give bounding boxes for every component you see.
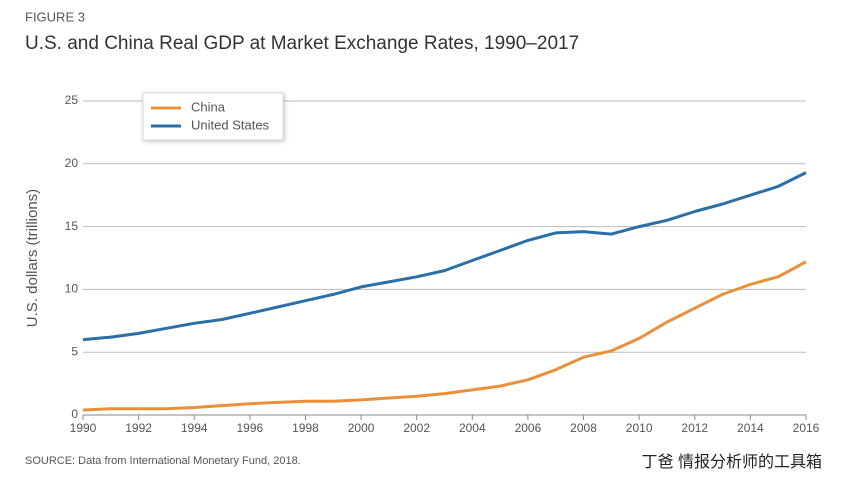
x-tick-label: 2004 xyxy=(459,421,486,435)
watermark: 丁爸 情报分析师的工具箱 xyxy=(642,453,822,471)
y-tick-label: 25 xyxy=(65,93,79,107)
x-tick-label: 1992 xyxy=(125,421,152,435)
x-tick-label: 1990 xyxy=(70,421,97,435)
y-tick-label: 5 xyxy=(71,344,78,358)
x-tick-label: 2002 xyxy=(403,421,430,435)
legend-box xyxy=(142,92,284,141)
legend-label: United States xyxy=(191,117,270,132)
x-tick-label: 2006 xyxy=(515,421,542,435)
x-tick-label: 1996 xyxy=(236,421,263,435)
series-line xyxy=(82,171,807,342)
y-tick-label: 20 xyxy=(65,156,79,170)
y-tick-label: 10 xyxy=(65,282,79,296)
x-tick-label: 2014 xyxy=(737,421,764,435)
legend-label: China xyxy=(191,99,226,114)
y-tick-label: 0 xyxy=(71,407,78,421)
source-note: SOURCE: Data from International Monetary… xyxy=(25,455,301,467)
y-axis-label: U.S. dollars (trillions) xyxy=(24,189,41,327)
figure-label: FIGURE 3 xyxy=(25,9,85,24)
chart-title: U.S. and China Real GDP at Market Exchan… xyxy=(25,33,579,54)
x-tick-label: 2012 xyxy=(681,421,708,435)
y-tick-label: 15 xyxy=(65,219,79,233)
x-tick-label: 2010 xyxy=(626,421,653,435)
x-tick-label: 2016 xyxy=(793,421,820,435)
x-tick-label: 1998 xyxy=(292,421,319,435)
x-tick-label: 2000 xyxy=(348,421,375,435)
x-tick-label: 2008 xyxy=(570,421,597,435)
x-tick-label: 1994 xyxy=(181,421,208,435)
series-line xyxy=(82,260,807,412)
